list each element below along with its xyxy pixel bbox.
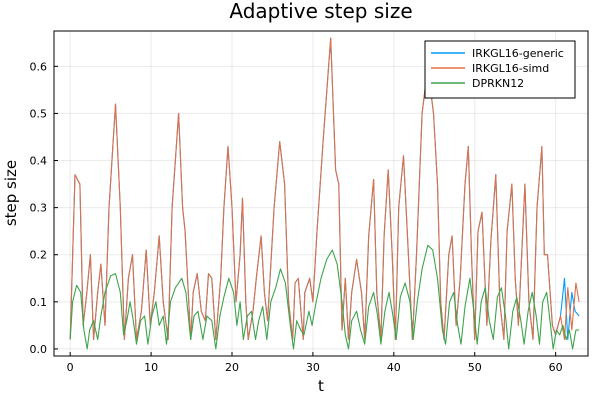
x-tick-label: 20 (225, 361, 239, 374)
legend-label: IRKGL16-simd (472, 62, 549, 75)
chart-title: Adaptive step size (229, 0, 412, 23)
x-axis: 0 10 20 30 40 50 60 (67, 352, 563, 374)
y-tick-label: 0.5 (30, 107, 48, 120)
series-layer (69, 37, 580, 350)
x-tick-label: 30 (306, 361, 320, 374)
y-tick-label: 0.3 (30, 202, 48, 215)
x-tick-label: 10 (144, 361, 158, 374)
y-tick-label: 0.0 (30, 343, 48, 356)
y-axis: 0.0 0.1 0.2 0.3 0.4 0.5 0.6 (30, 60, 58, 356)
x-tick-label: 60 (549, 361, 563, 374)
x-axis-label: t (318, 377, 324, 395)
x-tick-label: 50 (468, 361, 482, 374)
plot-frame (53, 30, 589, 357)
y-tick-label: 0.6 (30, 60, 48, 73)
x-tick-label: 40 (387, 361, 401, 374)
y-tick-label: 0.4 (30, 155, 48, 168)
y-tick-label: 0.2 (30, 249, 48, 262)
y-axis-label: step size (2, 160, 20, 226)
y-tick-label: 0.1 (30, 296, 48, 309)
legend-box (424, 40, 576, 99)
x-tick-label: 0 (67, 361, 74, 374)
series-line-irkgl16-simd (69, 37, 580, 341)
legend-label: IRKGL16-generic (472, 47, 564, 60)
series-line-dprkn12 (69, 244, 580, 350)
legend-label: DPRKN12 (472, 77, 524, 90)
legend: IRKGL16-generic IRKGL16-simd DPRKN12 (424, 40, 576, 99)
